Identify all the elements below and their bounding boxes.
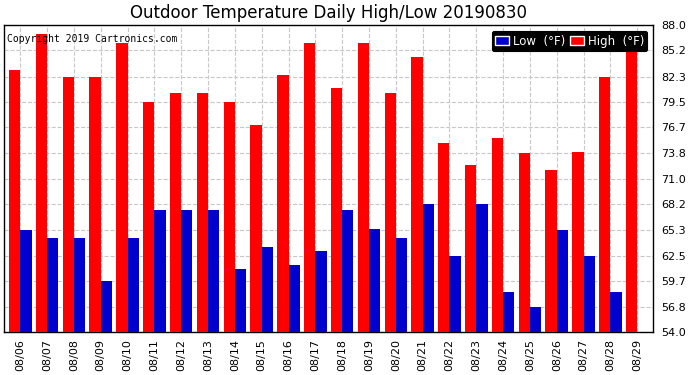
Bar bbox=[369, 228, 380, 333]
Bar bbox=[423, 204, 434, 333]
Bar bbox=[611, 292, 622, 333]
Bar bbox=[476, 204, 488, 333]
Bar bbox=[117, 43, 128, 333]
Bar bbox=[357, 43, 369, 333]
Text: Copyright 2019 Cartronics.com: Copyright 2019 Cartronics.com bbox=[8, 34, 178, 44]
Bar bbox=[465, 165, 476, 333]
Bar bbox=[599, 76, 611, 333]
Bar bbox=[90, 76, 101, 333]
Bar bbox=[626, 50, 638, 333]
Bar bbox=[331, 88, 342, 333]
Bar bbox=[9, 70, 20, 333]
Bar bbox=[20, 230, 32, 333]
Bar bbox=[235, 269, 246, 333]
Bar bbox=[315, 251, 326, 333]
Bar bbox=[449, 256, 461, 333]
Bar bbox=[197, 93, 208, 333]
Bar bbox=[288, 265, 299, 333]
Bar bbox=[438, 142, 449, 333]
Bar bbox=[492, 138, 503, 333]
Bar bbox=[546, 170, 557, 333]
Bar bbox=[250, 124, 262, 333]
Bar bbox=[396, 237, 407, 333]
Bar bbox=[170, 93, 181, 333]
Legend: Low  (°F), High  (°F): Low (°F), High (°F) bbox=[491, 31, 647, 51]
Bar bbox=[584, 256, 595, 333]
Bar bbox=[63, 76, 74, 333]
Bar bbox=[36, 34, 47, 333]
Bar bbox=[47, 237, 59, 333]
Bar bbox=[277, 75, 288, 333]
Bar bbox=[411, 57, 423, 333]
Bar bbox=[304, 43, 315, 333]
Bar bbox=[208, 210, 219, 333]
Bar bbox=[74, 237, 85, 333]
Bar bbox=[181, 210, 193, 333]
Bar bbox=[557, 230, 568, 333]
Bar bbox=[101, 281, 112, 333]
Bar bbox=[530, 307, 541, 333]
Bar bbox=[224, 102, 235, 333]
Bar bbox=[384, 93, 396, 333]
Bar bbox=[143, 102, 155, 333]
Bar bbox=[155, 210, 166, 333]
Bar bbox=[519, 153, 530, 333]
Bar bbox=[128, 237, 139, 333]
Bar bbox=[342, 210, 353, 333]
Bar bbox=[262, 247, 273, 333]
Bar bbox=[572, 152, 584, 333]
Bar bbox=[503, 292, 514, 333]
Title: Outdoor Temperature Daily High/Low 20190830: Outdoor Temperature Daily High/Low 20190… bbox=[130, 4, 527, 22]
